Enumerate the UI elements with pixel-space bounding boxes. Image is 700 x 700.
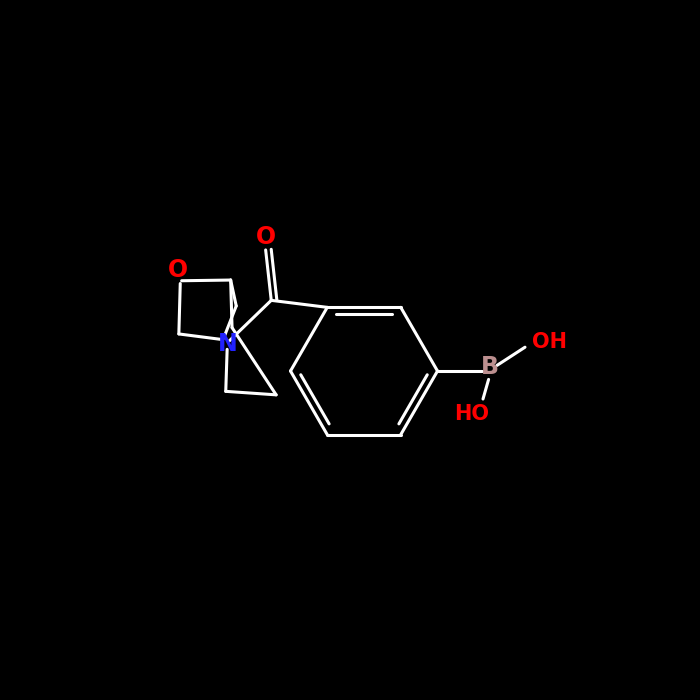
Text: OH: OH: [532, 332, 567, 351]
Text: B: B: [481, 356, 499, 379]
Text: HO: HO: [454, 405, 489, 424]
Text: O: O: [167, 258, 188, 281]
Text: N: N: [218, 332, 238, 356]
Text: O: O: [256, 225, 276, 249]
